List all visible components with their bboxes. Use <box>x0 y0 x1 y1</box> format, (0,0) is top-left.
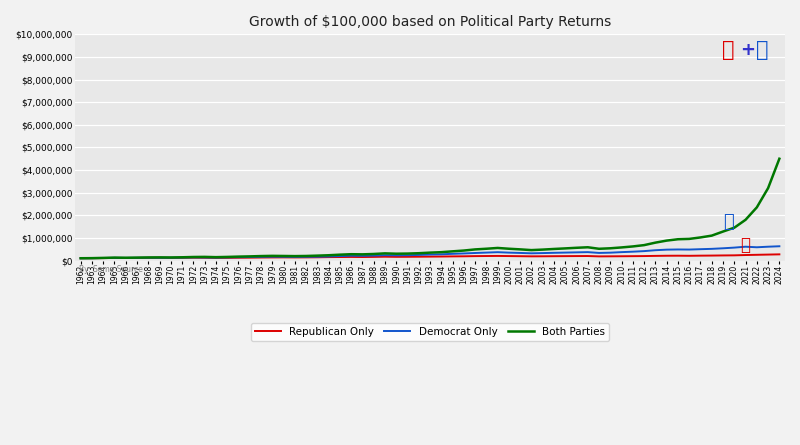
Legend: Republican Only, Democrat Only, Both Parties: Republican Only, Democrat Only, Both Par… <box>250 323 610 341</box>
Republican Only <box>426 254 435 259</box>
Republican Only <box>290 255 299 260</box>
Line: Republican Only: Republican Only <box>81 255 779 258</box>
Democrat Only <box>402 253 412 258</box>
Republican Only <box>267 255 277 260</box>
Democrat Only <box>290 254 299 259</box>
Line: Democrat Only: Democrat Only <box>81 246 779 258</box>
Republican Only <box>76 255 86 261</box>
Democrat Only <box>763 244 773 249</box>
Both Parties <box>561 246 570 251</box>
Democrat Only <box>561 250 570 255</box>
Title: Growth of $100,000 based on Political Party Returns: Growth of $100,000 based on Political Pa… <box>249 15 611 29</box>
Democrat Only <box>267 254 277 259</box>
Republican Only <box>402 254 412 259</box>
Democrat Only <box>426 252 435 257</box>
Republican Only <box>561 254 570 259</box>
Both Parties <box>763 186 773 191</box>
Line: Both Parties: Both Parties <box>81 159 779 258</box>
Text: 🐘: 🐘 <box>741 236 750 254</box>
Text: 🫏: 🫏 <box>723 213 734 231</box>
Both Parties <box>774 156 784 162</box>
Both Parties <box>267 253 277 259</box>
Democrat Only <box>76 255 86 261</box>
Text: 🐘: 🐘 <box>756 40 769 60</box>
Text: +: + <box>740 41 755 59</box>
Both Parties <box>76 255 86 261</box>
Democrat Only <box>774 243 784 249</box>
Republican Only <box>763 252 773 257</box>
Both Parties <box>290 254 299 259</box>
Both Parties <box>402 251 412 256</box>
Republican Only <box>774 252 784 257</box>
Text: By: Some Source: By: Some Source <box>78 265 142 274</box>
Both Parties <box>426 250 435 255</box>
Text: 🐘: 🐘 <box>722 40 735 60</box>
